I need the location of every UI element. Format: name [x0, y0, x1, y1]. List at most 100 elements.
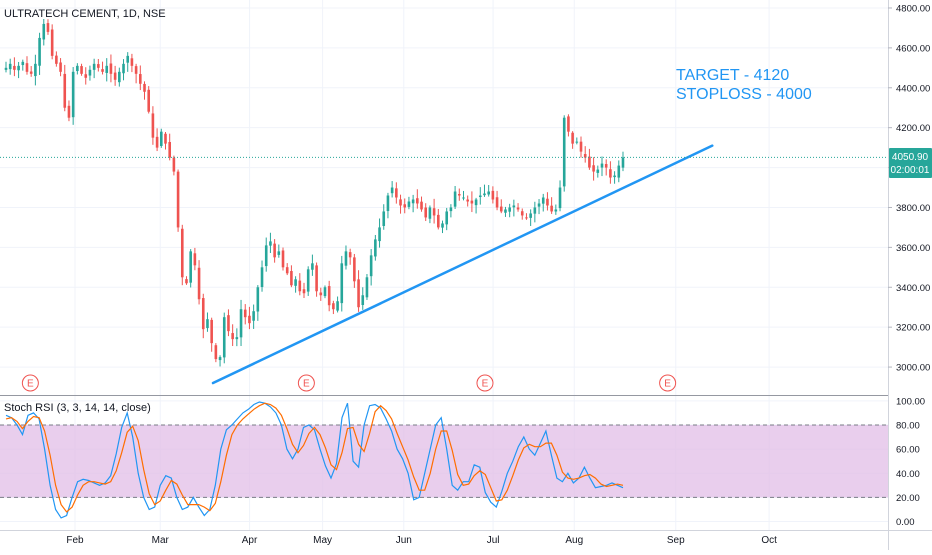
candle-body [613, 175, 616, 178]
candle-body [235, 337, 239, 340]
target-annotation[interactable]: TARGET - 4120 [676, 67, 789, 84]
stoch-rsi-title[interactable]: Stoch RSI (3, 3, 14, 14, close) [4, 402, 151, 414]
candle-body [290, 271, 293, 286]
stoch-rsi-lines [5, 401, 624, 519]
candle-body [118, 71, 121, 83]
candle-body [487, 191, 490, 195]
candle-body [327, 286, 331, 306]
candle-body [323, 287, 327, 297]
stoch-tick-label: 80.00 [896, 420, 920, 431]
price-tick-label: 3600.00 [896, 243, 930, 254]
candle-body [143, 83, 146, 92]
candle-body [483, 193, 486, 196]
candle-body [243, 309, 247, 318]
price-tick-label: 4800.00 [896, 3, 930, 14]
candle-body [457, 194, 461, 196]
time-tick-label: Jun [396, 535, 412, 546]
candle-body [583, 154, 587, 158]
candle-body [159, 131, 163, 146]
earnings-marker-circle[interactable] [476, 374, 494, 392]
candle-body [197, 267, 201, 300]
candle-body [353, 257, 356, 282]
candle-body [172, 157, 176, 172]
time-axis[interactable]: Feb Mar Apr May Jun Jul Aug Sep Oct [66, 535, 777, 546]
stoploss-annotation[interactable]: STOPLOSS - 4000 [676, 86, 812, 103]
candle-body [84, 74, 88, 78]
candle-body [231, 333, 234, 340]
candle-body [298, 280, 302, 292]
candle-body [281, 250, 285, 268]
candle-body [357, 279, 360, 308]
candle-body [134, 66, 138, 74]
candle-body [38, 37, 41, 66]
candle-body [122, 63, 125, 74]
candle-body [256, 287, 260, 312]
candle-body [311, 263, 314, 270]
candle-body [407, 201, 411, 207]
candle-body [46, 23, 50, 32]
candle-body [4, 67, 8, 70]
stoch-axis[interactable]: 100.00 80.00 60.00 40.00 20.00 0.00 [896, 396, 925, 528]
candle-body [529, 213, 532, 218]
candle-body [386, 195, 390, 212]
candle-body [420, 201, 423, 210]
candle-body [248, 315, 251, 324]
price-tick-label: 3200.00 [896, 323, 930, 334]
price-badge-countdown: 02:00:01 [891, 165, 930, 176]
earnings-marker-circle[interactable] [297, 374, 315, 392]
candle-body [88, 69, 92, 76]
stoch-line-k [5, 401, 624, 519]
candle-body [579, 141, 583, 152]
candle-body [499, 206, 503, 212]
candle-body [332, 303, 335, 310]
candle-body [319, 292, 323, 296]
candle-body [562, 117, 566, 187]
candle-body [466, 199, 469, 202]
candle-body [336, 301, 339, 311]
candle-body [71, 71, 75, 118]
candle-body [470, 200, 474, 204]
candle-body [306, 269, 310, 292]
candle-body [201, 298, 205, 330]
candle-body [550, 205, 553, 212]
candle-body [437, 214, 440, 228]
candle-body [374, 239, 377, 257]
candle-body [189, 251, 192, 283]
candle-body [558, 187, 562, 209]
candle-body [411, 199, 415, 204]
earnings-marker-circle[interactable] [659, 374, 677, 392]
candle-body [302, 289, 306, 294]
candle-body [139, 74, 142, 84]
candle-body [504, 209, 507, 213]
candle-body [600, 163, 604, 168]
candle-body [369, 255, 373, 277]
candle-body [453, 191, 457, 207]
candle-body [252, 311, 255, 321]
candle-body [147, 89, 151, 112]
candle-body [399, 199, 402, 206]
candle-body [222, 317, 226, 358]
time-tick-label: Apr [242, 535, 258, 546]
candle-body [285, 267, 289, 274]
candle-body [395, 188, 398, 198]
stoch-tick-label: 40.00 [896, 469, 920, 480]
candle-body [520, 211, 524, 216]
candle-body [264, 245, 268, 267]
candle-body [508, 207, 511, 212]
candle-body [432, 208, 436, 216]
stoch-tick-label: 60.00 [896, 445, 920, 456]
support-trendline[interactable] [211, 144, 714, 385]
candle-body [269, 241, 272, 246]
earnings-marker-circle[interactable] [21, 374, 39, 392]
candle-body [516, 207, 520, 210]
candle-body [42, 23, 46, 40]
time-tick-label: Sep [667, 535, 685, 546]
candle-body [126, 55, 130, 63]
candle-body [617, 165, 621, 178]
candle-body [80, 66, 83, 74]
candle-body [21, 61, 25, 66]
symbol-title[interactable]: ULTRATECH CEMENT, 1D, NSE [4, 8, 166, 20]
